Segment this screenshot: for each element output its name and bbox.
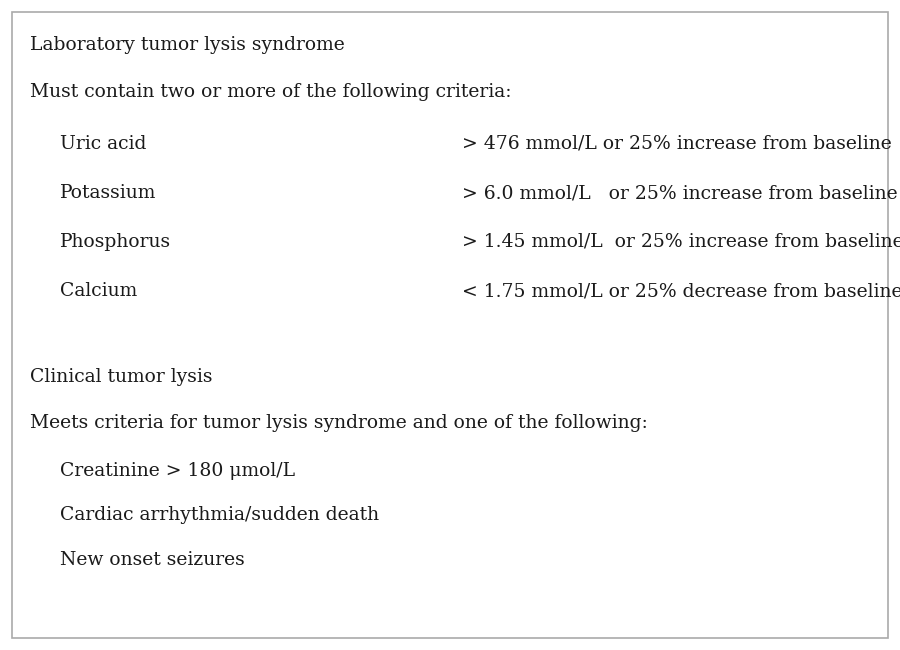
Text: Phosphorus: Phosphorus: [60, 233, 171, 251]
Text: Cardiac arrhythmia/sudden death: Cardiac arrhythmia/sudden death: [60, 506, 379, 524]
Text: Meets criteria for tumor lysis syndrome and one of the following:: Meets criteria for tumor lysis syndrome …: [30, 414, 648, 432]
Text: New onset seizures: New onset seizures: [60, 551, 245, 569]
Text: Must contain two or more of the following criteria:: Must contain two or more of the followin…: [30, 83, 511, 101]
Text: Laboratory tumor lysis syndrome: Laboratory tumor lysis syndrome: [30, 36, 345, 54]
Text: Potassium: Potassium: [60, 184, 157, 202]
Text: Clinical tumor lysis: Clinical tumor lysis: [30, 368, 212, 386]
Text: Uric acid: Uric acid: [60, 135, 147, 153]
Text: > 476 mmol/L or 25% increase from baseline: > 476 mmol/L or 25% increase from baseli…: [462, 135, 892, 153]
Text: > 6.0 mmol/L   or 25% increase from baseline: > 6.0 mmol/L or 25% increase from baseli…: [462, 184, 897, 202]
Text: < 1.75 mmol/L or 25% decrease from baseline: < 1.75 mmol/L or 25% decrease from basel…: [462, 282, 900, 300]
Text: Calcium: Calcium: [60, 282, 137, 300]
Text: Creatinine > 180 μmol/L: Creatinine > 180 μmol/L: [60, 462, 295, 480]
Text: > 1.45 mmol/L  or 25% increase from baseline: > 1.45 mmol/L or 25% increase from basel…: [462, 233, 900, 251]
